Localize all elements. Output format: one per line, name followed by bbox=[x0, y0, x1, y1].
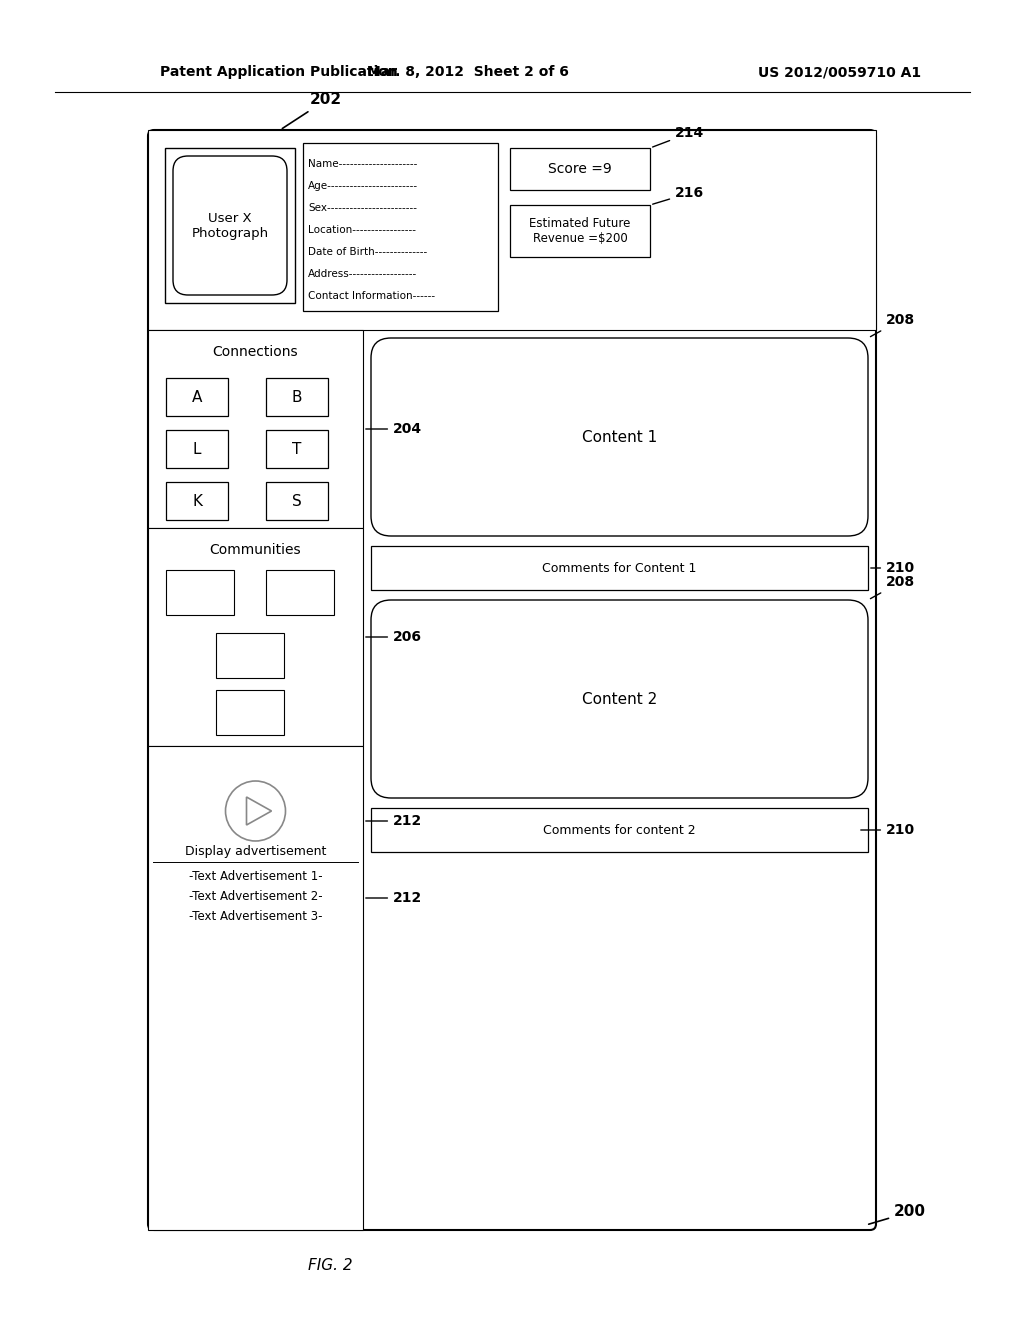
Text: Name---------------------: Name--------------------- bbox=[308, 158, 418, 169]
Text: Age------------------------: Age------------------------ bbox=[308, 181, 418, 191]
Text: Display advertisement: Display advertisement bbox=[184, 845, 327, 858]
Bar bbox=[148, 746, 362, 1230]
Text: 206: 206 bbox=[366, 630, 422, 644]
Bar bbox=[266, 430, 328, 469]
Bar bbox=[166, 570, 234, 615]
Text: User X
Photograph: User X Photograph bbox=[191, 211, 268, 239]
Bar bbox=[166, 378, 228, 416]
Text: Sex------------------------: Sex------------------------ bbox=[308, 203, 417, 213]
Bar bbox=[148, 330, 362, 528]
Text: Location-----------------: Location----------------- bbox=[308, 224, 416, 235]
Bar bbox=[148, 129, 876, 330]
FancyBboxPatch shape bbox=[148, 129, 876, 1230]
Bar bbox=[266, 570, 334, 615]
FancyBboxPatch shape bbox=[371, 601, 868, 799]
Bar bbox=[266, 482, 328, 520]
Text: Score =9: Score =9 bbox=[548, 162, 612, 176]
Bar bbox=[216, 634, 284, 678]
Text: 214: 214 bbox=[652, 125, 705, 147]
Text: Mar. 8, 2012  Sheet 2 of 6: Mar. 8, 2012 Sheet 2 of 6 bbox=[367, 65, 569, 79]
Bar bbox=[371, 808, 868, 851]
Text: 200: 200 bbox=[868, 1204, 926, 1224]
Text: B: B bbox=[292, 389, 302, 404]
Text: Contact Information------: Contact Information------ bbox=[308, 290, 435, 301]
Bar bbox=[510, 148, 650, 190]
Bar bbox=[148, 528, 362, 746]
Text: 212: 212 bbox=[366, 814, 422, 828]
Text: Estimated Future
Revenue =$200: Estimated Future Revenue =$200 bbox=[529, 216, 631, 246]
Text: K: K bbox=[193, 494, 202, 508]
Text: 212: 212 bbox=[366, 891, 422, 906]
Bar bbox=[510, 205, 650, 257]
Text: -Text Advertisement 3-: -Text Advertisement 3- bbox=[188, 909, 323, 923]
Text: A: A bbox=[191, 389, 202, 404]
FancyBboxPatch shape bbox=[371, 338, 868, 536]
Text: Comments for content 2: Comments for content 2 bbox=[543, 824, 696, 837]
Text: Patent Application Publication: Patent Application Publication bbox=[160, 65, 397, 79]
Text: -Text Advertisement 1-: -Text Advertisement 1- bbox=[188, 870, 323, 883]
Bar bbox=[266, 378, 328, 416]
Text: US 2012/0059710 A1: US 2012/0059710 A1 bbox=[759, 65, 922, 79]
Text: 210: 210 bbox=[861, 822, 915, 837]
Bar bbox=[166, 430, 228, 469]
Text: Communities: Communities bbox=[210, 543, 301, 557]
Bar bbox=[303, 143, 498, 312]
Bar bbox=[371, 546, 868, 590]
Bar bbox=[165, 148, 295, 304]
Text: Content 1: Content 1 bbox=[582, 429, 657, 445]
Text: -Text Advertisement 2-: -Text Advertisement 2- bbox=[188, 890, 323, 903]
Text: Content 2: Content 2 bbox=[582, 692, 657, 706]
Bar bbox=[166, 482, 228, 520]
Text: Connections: Connections bbox=[213, 345, 298, 359]
Text: 210: 210 bbox=[870, 561, 915, 576]
Text: 202: 202 bbox=[283, 92, 342, 128]
Text: 208: 208 bbox=[870, 313, 915, 337]
Text: S: S bbox=[292, 494, 302, 508]
Text: 208: 208 bbox=[870, 576, 915, 599]
Text: 204: 204 bbox=[366, 422, 422, 436]
Text: L: L bbox=[193, 441, 202, 457]
Text: 216: 216 bbox=[652, 186, 705, 205]
Bar bbox=[216, 690, 284, 735]
Text: Date of Birth--------------: Date of Birth-------------- bbox=[308, 247, 427, 257]
Text: T: T bbox=[292, 441, 302, 457]
Text: Address------------------: Address------------------ bbox=[308, 269, 417, 279]
Text: Comments for Content 1: Comments for Content 1 bbox=[543, 561, 696, 574]
Text: FIG. 2: FIG. 2 bbox=[307, 1258, 352, 1272]
FancyBboxPatch shape bbox=[173, 156, 287, 294]
